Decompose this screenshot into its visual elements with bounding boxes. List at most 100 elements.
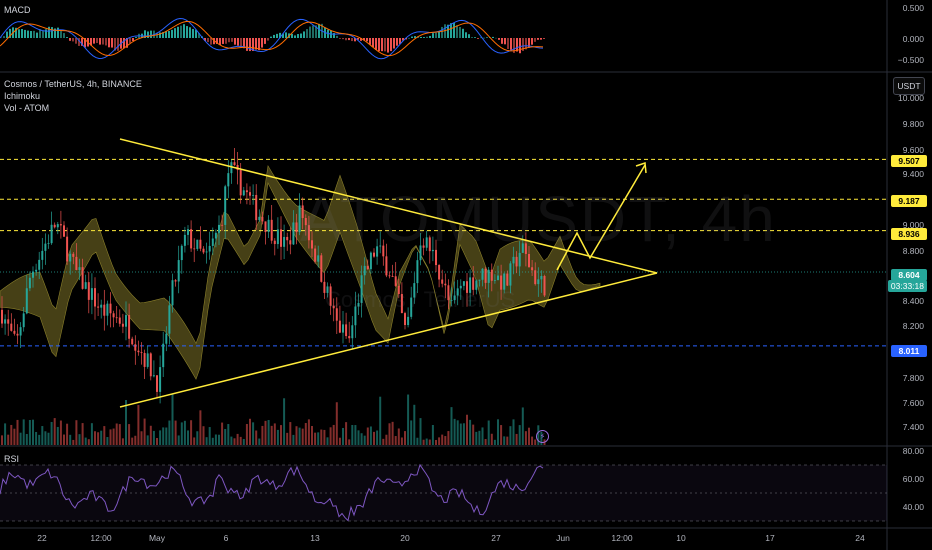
candle: [329, 286, 332, 306]
macd-histogram-bar: [123, 38, 125, 49]
time-tick: 20: [400, 533, 410, 543]
volume-bar: [345, 422, 348, 445]
indicator-volume[interactable]: Vol - ATOM: [4, 103, 50, 113]
candle: [363, 265, 366, 276]
candle: [156, 375, 158, 392]
volume-bar: [118, 424, 121, 445]
candle: [249, 192, 251, 196]
candle: [242, 190, 245, 196]
volume-bar: [320, 429, 323, 445]
volume-bar: [202, 426, 205, 445]
macd-line: [0, 18, 544, 60]
volume-bar: [379, 396, 382, 445]
candle: [512, 256, 515, 264]
macd-histogram-bar: [159, 32, 161, 38]
macd-histogram-bar: [60, 31, 62, 38]
price-tick: 7.400: [902, 422, 924, 432]
symbol-line[interactable]: Cosmos / TetherUS, 4h, BINANCE: [4, 79, 142, 89]
volume-bar: [106, 437, 109, 445]
macd-histogram-bar: [498, 38, 500, 40]
volume-bar: [301, 428, 304, 445]
candle: [540, 275, 543, 280]
volume-bar: [252, 422, 255, 445]
currency-button[interactable]: USDT: [893, 77, 925, 95]
price-tick: 9.400: [902, 169, 924, 179]
candle: [214, 232, 217, 239]
macd-histogram-bar: [129, 38, 131, 43]
macd-title: MACD: [4, 5, 31, 15]
volume-bar: [357, 430, 360, 445]
macd-histogram-bar: [447, 24, 449, 38]
volume-bar: [267, 420, 270, 445]
candle: [404, 313, 406, 326]
candle: [233, 162, 236, 166]
candle: [187, 229, 189, 235]
macd-histogram-bar: [444, 24, 446, 38]
macd-histogram-bar: [504, 38, 506, 45]
macd-tick: −0.500: [897, 55, 924, 65]
candle: [230, 162, 233, 174]
candle: [441, 279, 444, 284]
candle: [1, 309, 3, 324]
macd-histogram-bar: [534, 38, 536, 42]
macd-histogram-bar: [144, 30, 146, 38]
macd-histogram-bar: [96, 38, 98, 44]
candle: [528, 253, 530, 268]
volume-bar: [317, 432, 320, 445]
volume-bar: [366, 427, 369, 445]
candle: [503, 273, 506, 290]
volume-bar: [382, 438, 385, 445]
volume-bar: [32, 419, 34, 445]
volume-bar: [472, 424, 475, 445]
volume-bar: [134, 435, 137, 445]
volume-bar: [369, 426, 372, 445]
macd-histogram-bar: [435, 32, 437, 38]
volume-bar: [162, 427, 165, 445]
volume-bar: [10, 424, 13, 445]
candle: [224, 186, 227, 225]
candle: [382, 245, 385, 257]
macd-histogram-bar: [270, 36, 272, 38]
volume-bar: [159, 430, 162, 445]
candle: [252, 194, 255, 196]
candle: [211, 238, 214, 246]
macd-histogram-bar: [264, 38, 266, 44]
candle: [543, 275, 546, 296]
candle: [32, 271, 34, 278]
candle: [283, 236, 286, 247]
candle: [264, 221, 267, 233]
macd-histogram-bar: [462, 28, 464, 38]
macd-histogram-bar: [531, 38, 533, 45]
macd-histogram-bar: [477, 38, 479, 39]
volume-bar: [512, 419, 515, 445]
macd-histogram-bar: [285, 32, 287, 38]
rsi-title: RSI: [4, 454, 20, 464]
volume-bar: [193, 437, 196, 445]
level-tag-8936: 8.936: [891, 228, 927, 240]
candle: [168, 305, 171, 334]
macd-histogram-bar: [165, 31, 167, 38]
candle: [152, 375, 155, 377]
macd-histogram-bar: [300, 33, 302, 38]
candle: [100, 304, 103, 308]
signal-line: [0, 20, 544, 57]
volume-bar: [16, 419, 19, 445]
macd-histogram-bar: [354, 38, 356, 42]
macd-histogram-bar: [306, 29, 308, 38]
volume-bar: [13, 428, 16, 445]
lightning-icon[interactable]: ⚡: [536, 430, 549, 443]
projection-arrowhead: [635, 161, 647, 174]
macd-histogram-bar: [495, 37, 497, 39]
candle: [159, 367, 162, 392]
volume-bar: [87, 439, 90, 445]
candle: [379, 245, 382, 247]
volume-bar: [462, 423, 465, 445]
volume-bar: [481, 427, 484, 445]
indicator-ichimoku[interactable]: Ichimoku: [4, 91, 41, 101]
rsi-tick: 80.00: [902, 446, 924, 456]
volume-bar: [190, 420, 193, 445]
candle: [366, 265, 369, 270]
macd-histogram-bar: [360, 38, 362, 41]
time-tick: 13: [310, 533, 320, 543]
